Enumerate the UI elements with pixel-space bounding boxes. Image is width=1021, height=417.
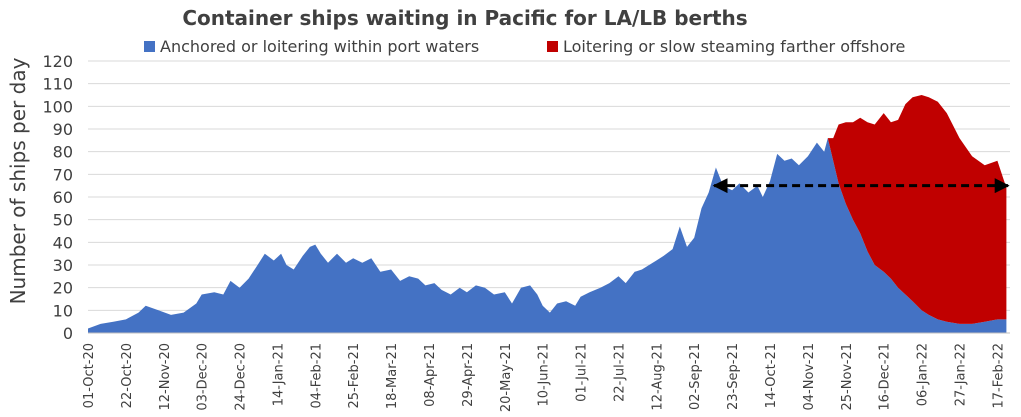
x-tick-label: 02-Sep-21 bbox=[688, 343, 703, 410]
x-tick-label: 10-Jun-21 bbox=[537, 343, 552, 407]
chart-title: Container ships waiting in Pacific for L… bbox=[182, 6, 748, 30]
y-tick-label: 110 bbox=[42, 75, 73, 94]
legend-item-offshore: Loitering or slow steaming farther offsh… bbox=[547, 37, 905, 56]
y-tick-label: 80 bbox=[53, 143, 73, 162]
series-area-offshore bbox=[827, 95, 1007, 324]
x-tick-label: 08-Apr-21 bbox=[423, 343, 438, 407]
x-tick-label: 12-Nov-20 bbox=[158, 343, 173, 411]
y-tick-label: 50 bbox=[53, 211, 73, 230]
y-tick-label: 30 bbox=[53, 256, 73, 275]
x-tick-label: 24-Dec-20 bbox=[234, 343, 249, 411]
legend-item-anchored: Anchored or loitering within port waters bbox=[144, 37, 479, 56]
y-tick-label: 120 bbox=[42, 52, 73, 71]
x-tick-label: 01-Oct-20 bbox=[82, 343, 97, 408]
x-tick-label: 14-Oct-21 bbox=[764, 343, 779, 408]
x-tick-label: 27-Jan-22 bbox=[954, 343, 969, 406]
x-tick-label: 14-Jan-21 bbox=[272, 343, 287, 406]
x-tick-label: 12-Aug-21 bbox=[650, 343, 665, 411]
x-tick-label: 25-Feb-21 bbox=[347, 343, 362, 408]
x-tick-label: 29-Apr-21 bbox=[461, 343, 476, 407]
x-tick-label: 16-Dec-21 bbox=[878, 343, 893, 411]
y-tick-label: 20 bbox=[53, 279, 73, 298]
x-tick-label: 18-Mar-21 bbox=[385, 343, 400, 409]
x-tick-label: 22-Jul-21 bbox=[613, 343, 628, 402]
legend-label-anchored: Anchored or loitering within port waters bbox=[160, 37, 480, 56]
legend-label-offshore: Loitering or slow steaming farther offsh… bbox=[563, 37, 906, 56]
y-tick-label: 10 bbox=[53, 301, 73, 320]
y-tick-label: 100 bbox=[42, 97, 73, 116]
x-tick-label: 22-Oct-20 bbox=[120, 343, 135, 408]
y-tick-label: 70 bbox=[53, 165, 73, 184]
x-tick-label: 04-Feb-21 bbox=[309, 343, 324, 408]
y-tick-label: 0 bbox=[63, 324, 73, 343]
x-tick-label: 01-Jul-21 bbox=[575, 343, 590, 402]
x-tick-label: 20-May-21 bbox=[499, 343, 514, 412]
x-tick-label: 23-Sep-21 bbox=[726, 343, 741, 410]
y-tick-label: 40 bbox=[53, 233, 73, 252]
y-tick-label: 60 bbox=[53, 188, 73, 207]
x-tick-label: 03-Dec-20 bbox=[196, 343, 211, 411]
x-tick-label: 06-Jan-22 bbox=[916, 343, 931, 406]
x-tick-label: 25-Nov-21 bbox=[840, 343, 855, 411]
legend-swatch-blue bbox=[144, 41, 155, 52]
x-tick-label: 17-Feb-22 bbox=[991, 343, 1006, 408]
x-tick-label: 04-Nov-21 bbox=[802, 343, 817, 411]
legend-swatch-red bbox=[547, 41, 558, 52]
y-tick-label: 90 bbox=[53, 120, 73, 139]
